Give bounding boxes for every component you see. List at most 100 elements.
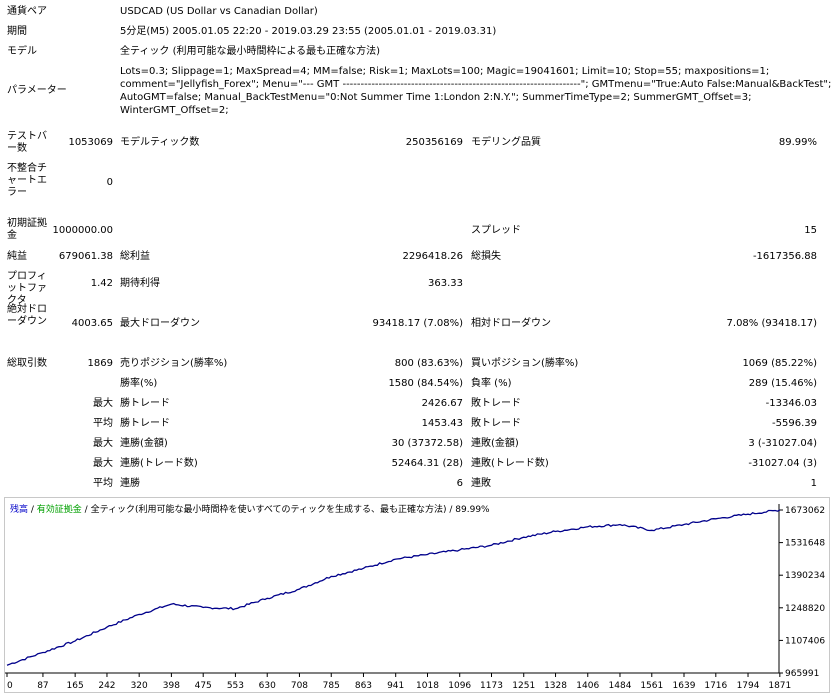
net-label: 純益 [7,251,27,262]
avg-loss-label: 敗トレード [471,418,521,429]
y-tick-label: 1673062 [785,506,825,516]
x-tick-label: 1251 [512,681,535,691]
avg-win-label: 勝トレード [120,418,170,429]
total-trades-value: 1869 [87,358,113,369]
mismatch-label: 不整合チャートエラー [7,163,47,198]
largest-loss-label: 敗トレード [471,398,521,409]
y-tick-label: 1531648 [785,539,825,549]
long-positions-label: 買いポジション(勝率%) [471,358,579,369]
symbol-value: USDCAD (US Dollar vs Canadian Dollar) [120,6,318,17]
x-tick-label: 0 [7,681,13,691]
x-tick-label: 708 [291,681,308,691]
y-tick-label: 965991 [785,669,819,679]
ticks-value: 250356169 [405,137,463,148]
legend-sep-1: / [28,505,37,515]
x-tick-label: 553 [227,681,244,691]
avg-cons-win-value: 6 [456,478,463,489]
quality-value: 89.99% [778,137,817,148]
model-value: 全ティック (利用可能な最小時間枠による最も正確な方法) [120,46,381,57]
bars-value: 1053069 [68,137,113,148]
x-tick-label: 1794 [737,681,760,691]
rel-drawdown-value: 7.08% (93418.17) [726,318,817,329]
largest-win-label: 勝トレード [120,398,170,409]
expected-payoff-label: 期待利得 [120,278,160,289]
y-tick-label: 1107406 [785,636,825,646]
params-line-2: comment="Jellyfish_Forex"; Menu="--- GMT… [120,79,832,90]
gross-loss-value: -1617356.88 [752,251,817,262]
rel-drawdown-label: 相対ドローダウン [471,318,551,329]
average-label: 平均 [93,418,113,429]
period-label: 期間 [7,26,27,37]
max-cons-profit-label: 連勝(トレード数) [120,458,198,469]
bars-label: テストバー数 [7,131,47,154]
avg-win-value: 1453.43 [421,418,463,429]
x-tick-label: 785 [323,681,340,691]
legend-sep-2: / [81,505,91,515]
max-cons-loss-value: 3 (-31027.04) [748,438,817,449]
mismatch-value: 0 [106,177,113,188]
avg-cons-label: 平均 [93,478,113,489]
x-tick-label: 1716 [704,681,727,691]
x-tick-label: 941 [387,681,404,691]
x-tick-label: 165 [67,681,84,691]
largest-label: 最大 [93,398,113,409]
params-line-3: AutoGMT=false; Manual_BackTestMenu="0:No… [120,92,752,103]
avg-cons-win-label: 連勝 [120,478,140,489]
chart-svg: 1673062 1531648 1390234 1248820 1107406 96599… [5,504,825,691]
abs-drawdown-label: 絶対ドローダウン [7,304,47,327]
params-line-1: Lots=0.3; Slippage=1; MaxSpread=4; MM=fa… [120,66,770,77]
spread-label: スプレッド [471,225,521,236]
largest-loss-value: -13346.03 [765,398,817,409]
legend-model: 全ティック(利用可能な最小時間枠を使いすべてのティックを生成する、最も正確な方法… [90,505,447,515]
gross-loss-label: 総損失 [471,251,501,262]
expected-payoff-value: 363.33 [428,278,463,289]
legend-balance: 残高 [10,505,29,515]
net-value: 679061.38 [58,251,113,262]
legend-quality: 89.99% [455,505,490,515]
balance-chart: 残高 / 有効証拠金 / 全ティック(利用可能な最小時間枠を使いすべてのティック… [4,497,830,693]
quality-label: モデリング品質 [471,137,541,148]
deposit-label: 初期証拠金 [7,218,47,241]
max-cons-win-label: 連勝(金額) [120,438,168,449]
y-tick-label: 1248820 [785,604,825,614]
profit-factor-label: プロフィットファクタ [7,271,47,306]
x-tick-label: 1096 [448,681,471,691]
gross-profit-label: 総利益 [120,251,150,262]
ticks-label: モデルティック数 [120,137,200,148]
x-tick-label: 863 [355,681,372,691]
long-positions-value: 1069 (85.22%) [742,358,817,369]
short-positions-label: 売りポジション(勝率%) [120,358,228,369]
x-tick-label: 1639 [673,681,696,691]
x-tick-label: 1328 [544,681,567,691]
x-tick-label: 320 [131,681,148,691]
period-value: 5分足(M5) 2005.01.05 22:20 - 2019.03.29 23… [120,26,497,37]
symbol-label: 通貨ペア [7,6,47,17]
short-positions-value: 800 (83.63%) [394,358,463,369]
x-tick-label: 475 [195,681,212,691]
total-trades-label: 総取引数 [7,358,47,369]
x-tick-label: 1561 [640,681,663,691]
x-tick-label: 242 [98,681,115,691]
avg-loss-value: -5596.39 [772,418,817,429]
x-tick-label: 630 [259,681,276,691]
profit-factor-value: 1.42 [90,278,113,289]
x-tick-label: 1871 [768,681,791,691]
max-cons2-label: 最大 [93,458,113,469]
loss-pct-label: 負率 (%) [471,378,512,389]
x-tick-label: 1018 [416,681,439,691]
chart-legend: 残高 / 有効証拠金 / 全ティック(利用可能な最小時間枠を使いすべてのティック… [10,502,490,515]
avg-cons-loss-label: 連敗 [471,478,491,489]
legend-equity: 有効証拠金 [36,505,82,515]
avg-cons-loss-value: 1 [810,478,817,489]
largest-win-value: 2426.67 [421,398,463,409]
deposit-value: 1000000.00 [52,225,113,236]
win-pct-value: 1580 (84.54%) [388,378,463,389]
loss-pct-value: 289 (15.46%) [748,378,817,389]
y-tick-label: 1390234 [785,571,825,581]
max-cons-win-value: 30 (37372.58) [391,438,463,449]
balance-line [6,509,781,666]
x-tick-label: 1484 [609,681,632,691]
max-cons-lossamt-value: -31027.04 (3) [748,458,817,469]
spread-value: 15 [804,225,817,236]
max-cons-label: 最大 [93,438,113,449]
